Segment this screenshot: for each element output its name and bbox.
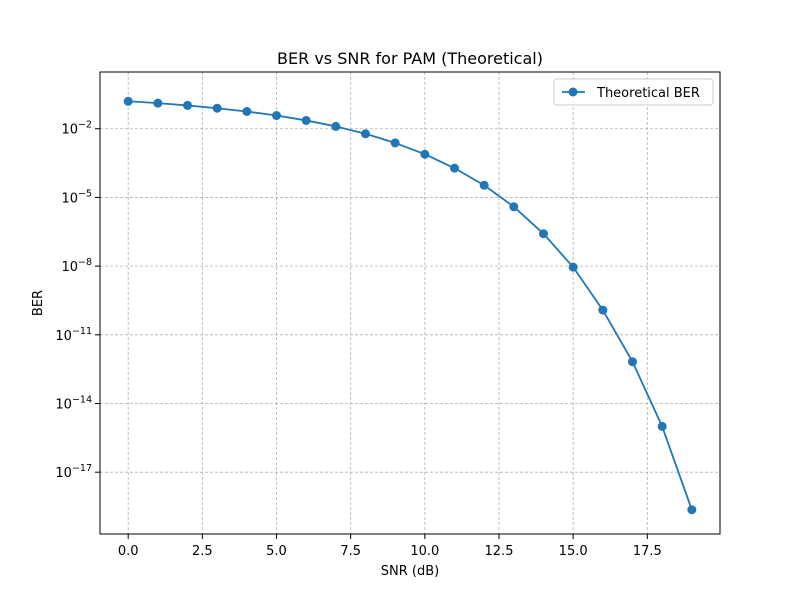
y-tick-label: 10−11 xyxy=(55,326,92,344)
data-point xyxy=(301,115,311,125)
legend: Theoretical BER xyxy=(553,78,714,106)
x-tick-label: 5.0 xyxy=(266,544,287,559)
y-tick-label: 10−8 xyxy=(61,257,92,275)
y-tick-label: 10−14 xyxy=(55,395,92,413)
data-point xyxy=(331,121,341,131)
x-tick-label: 10.0 xyxy=(410,544,439,559)
data-point xyxy=(390,138,400,148)
x-tick-label: 7.5 xyxy=(340,544,361,559)
series-layer xyxy=(123,96,697,515)
data-point xyxy=(242,107,252,117)
data-point xyxy=(123,96,133,106)
legend-marker xyxy=(568,87,578,97)
x-tick-label: 17.5 xyxy=(633,544,662,559)
data-point xyxy=(509,202,519,212)
data-point xyxy=(568,262,578,272)
x-tick-label: 12.5 xyxy=(485,544,514,559)
chart-title: BER vs SNR for PAM (Theoretical) xyxy=(277,49,543,68)
y-tick-label: 10−17 xyxy=(55,463,92,481)
legend-box xyxy=(553,78,714,106)
data-point xyxy=(479,180,489,190)
data-point xyxy=(687,505,697,515)
data-point xyxy=(420,149,430,159)
y-tick-label: 10−5 xyxy=(61,188,92,206)
x-tick-label: 0.0 xyxy=(118,544,139,559)
y-tick-label: 10−2 xyxy=(61,120,92,138)
plot-frame xyxy=(99,71,721,535)
data-point xyxy=(627,357,637,367)
data-point xyxy=(212,103,222,113)
data-point xyxy=(598,305,608,315)
y-axis-label: BER xyxy=(31,290,46,316)
data-point xyxy=(657,421,667,431)
x-axis-label: SNR (dB) xyxy=(381,564,439,579)
legend-label: Theoretical BER xyxy=(596,86,700,101)
data-point xyxy=(153,98,163,108)
data-point xyxy=(449,163,459,173)
x-axis-ticks: 0.0 2.5 5.0 7.5 10.0 12.5 15.0 17.5 xyxy=(118,534,662,559)
x-tick-label: 2.5 xyxy=(192,544,213,559)
data-point xyxy=(538,229,548,239)
x-tick-label: 15.0 xyxy=(559,544,588,559)
data-point xyxy=(361,129,371,139)
data-point xyxy=(183,100,193,110)
series-line xyxy=(128,100,693,511)
data-point xyxy=(272,111,282,121)
y-axis-ticks: 10−2 10−5 10−8 10−11 10−14 10−17 xyxy=(55,120,100,481)
